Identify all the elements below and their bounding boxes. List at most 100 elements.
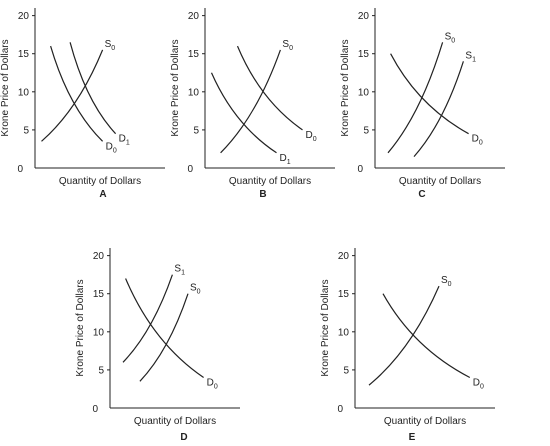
curve-label-letter: S <box>282 39 289 50</box>
y-tick-label: 10 <box>188 87 200 98</box>
curve-s0 <box>368 285 440 386</box>
curve-label-s0: S0 <box>190 283 201 296</box>
curve-label-letter: D <box>280 153 287 164</box>
y-tick-label: 10 <box>358 87 370 98</box>
curve-label-s1: S1 <box>465 50 476 63</box>
curve-label-letter: S <box>105 39 112 50</box>
curve-d0 <box>236 45 303 131</box>
y-tick-label: 20 <box>93 251 105 262</box>
curve-d0 <box>390 53 469 135</box>
curve-label-subscript: 1 <box>472 56 476 63</box>
y-tick-label: 15 <box>358 49 370 60</box>
curve-label-letter: S <box>441 275 448 286</box>
y-tick-label: 5 <box>193 125 199 136</box>
curve-s0 <box>387 42 444 154</box>
curve-label-letter: D <box>119 134 126 145</box>
curve-label-letter: D <box>106 141 113 152</box>
curve-s1 <box>413 61 464 157</box>
curve-label-letter: S <box>190 283 197 294</box>
curve-s0 <box>139 293 189 382</box>
curve-label-subscript: 1 <box>181 270 185 277</box>
curve-label-subscript: 0 <box>313 136 317 143</box>
y-tick-label: 0 <box>17 164 23 175</box>
y-tick-label: 15 <box>93 289 105 300</box>
panel-e: 0 5 10 15 20 Krone Price of Dollars Quantity o… <box>320 248 495 443</box>
panel-label: C <box>418 189 425 200</box>
y-tick-label: 10 <box>338 327 350 338</box>
y-tick-label: 20 <box>18 11 30 22</box>
curve-label-letter: D <box>472 134 479 145</box>
x-axis-label: Quantity of Dollars <box>229 176 311 187</box>
curve-d1 <box>210 72 277 154</box>
curve-s0 <box>41 49 104 142</box>
curve-d0 <box>382 293 471 379</box>
curve-label-d0: D0 <box>106 141 117 154</box>
curve-label-letter: S <box>445 31 452 42</box>
curve-label-d1: D1 <box>280 153 291 166</box>
curve-s0 <box>220 49 281 154</box>
y-tick-label: 15 <box>338 289 350 300</box>
y-tick-label: 0 <box>92 404 98 415</box>
y-tick-label: 20 <box>358 11 370 22</box>
curve-label-subscript: 0 <box>214 384 218 391</box>
curve-label-letter: D <box>473 378 480 389</box>
curve-label-s0: S0 <box>282 39 293 52</box>
curve-d0 <box>125 278 204 378</box>
y-axis-label: Krone Price of Dollars <box>340 39 351 136</box>
curve-label-s1: S1 <box>174 264 185 277</box>
curve-label-subscript: 0 <box>197 289 201 296</box>
curve-label-subscript: 1 <box>287 159 291 166</box>
y-tick-label: 0 <box>357 164 363 175</box>
curve-label-subscript: 0 <box>289 45 293 52</box>
x-axis-label: Quantity of Dollars <box>59 176 141 187</box>
curve-label-s0: S0 <box>441 275 452 288</box>
curve-label-s0: S0 <box>445 31 456 44</box>
y-tick-label: 15 <box>18 49 30 60</box>
x-axis-label: Quantity of Dollars <box>384 416 466 427</box>
y-tick-label: 0 <box>337 404 343 415</box>
x-axis-label: Quantity of Dollars <box>134 416 216 427</box>
y-tick-label: 5 <box>23 125 29 136</box>
curve-label-subscript: 0 <box>479 140 483 147</box>
curve-d1 <box>69 42 117 135</box>
y-tick-label: 0 <box>187 164 193 175</box>
curve-label-d1: D1 <box>119 134 130 147</box>
curve-label-d0: D0 <box>472 134 483 147</box>
y-axis-label: Krone Price of Dollars <box>75 279 86 376</box>
curve-label-subscript: 0 <box>451 37 455 44</box>
y-tick-label: 5 <box>98 365 104 376</box>
curve-label-subscript: 0 <box>480 384 484 391</box>
y-tick-label: 5 <box>343 365 349 376</box>
curve-label-letter: D <box>207 378 214 389</box>
curve-label-s0: S0 <box>105 39 116 52</box>
curve-label-subscript: 0 <box>111 45 115 52</box>
panel-label: A <box>99 189 106 200</box>
curve-label-subscript: 0 <box>448 281 452 288</box>
curve-label-letter: D <box>306 130 313 141</box>
y-tick-label: 20 <box>188 11 200 22</box>
curve-s1 <box>122 274 173 363</box>
y-tick-label: 15 <box>188 49 200 60</box>
panel-label: B <box>259 189 266 200</box>
curve-label-d0: D0 <box>473 378 484 391</box>
y-tick-label: 10 <box>18 87 30 98</box>
panel-label: E <box>409 432 416 443</box>
curve-label-letter: S <box>465 50 472 61</box>
curve-d0 <box>50 45 104 142</box>
curve-label-d0: D0 <box>207 378 218 391</box>
curve-label-d0: D0 <box>306 130 317 143</box>
y-axis-label: Krone Price of Dollars <box>320 279 331 376</box>
x-axis-label: Quantity of Dollars <box>399 176 481 187</box>
curve-label-subscript: 0 <box>113 147 117 154</box>
panel-label: D <box>180 432 187 443</box>
y-tick-label: 5 <box>363 125 369 136</box>
y-axis-label: Krone Price of Dollars <box>0 39 11 136</box>
curve-label-subscript: 1 <box>126 140 130 147</box>
y-tick-label: 20 <box>338 251 350 262</box>
y-tick-label: 10 <box>93 327 105 338</box>
